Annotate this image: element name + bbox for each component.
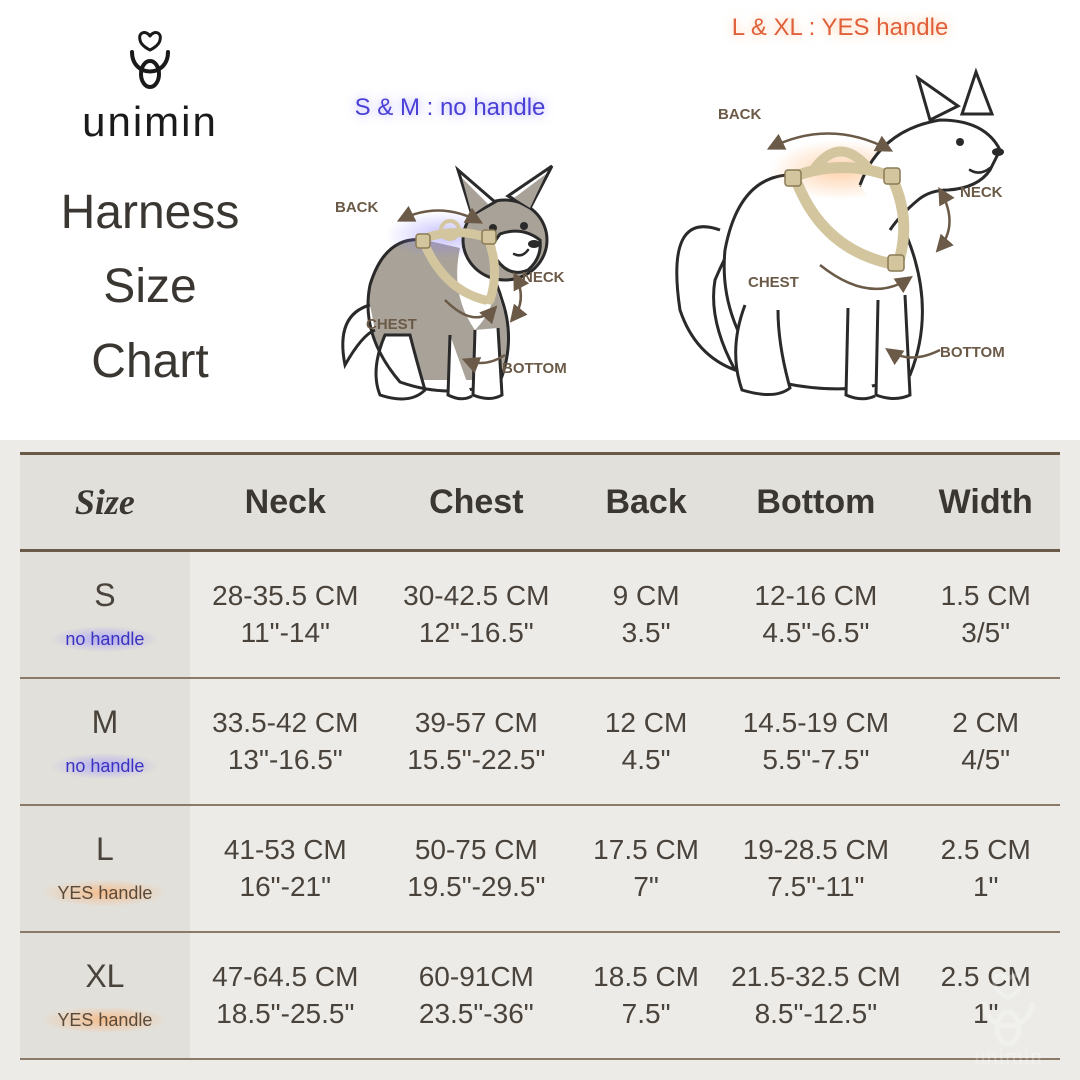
title-line-2: Size	[61, 250, 240, 324]
cell-size: XL YES handle	[20, 932, 190, 1059]
col-chest: Chest	[381, 454, 572, 551]
brand-logo	[110, 30, 190, 100]
label-neck-2: NECK	[960, 184, 1003, 201]
label-chest: CHEST	[366, 316, 417, 333]
title-line-1: Harness	[61, 176, 240, 250]
small-dog-diagram: S & M : no handle	[270, 94, 630, 430]
header-section: unimin Harness Size Chart S & M : no han…	[0, 0, 1080, 440]
title-line-3: Chart	[61, 325, 240, 399]
cell-back: 12 CM4.5"	[572, 678, 721, 805]
cell-bottom: 14.5-19 CM5.5"-7.5"	[720, 678, 911, 805]
handle-note: no handle	[51, 626, 158, 652]
cell-size: L YES handle	[20, 805, 190, 932]
size-chart-table: Size Neck Chest Back Bottom Width Sno ha…	[20, 452, 1060, 1060]
table-row: Mno handle33.5-42 CM13"-16.5"39-57 CM15.…	[20, 678, 1060, 805]
cell-width: 2 CM4/5"	[911, 678, 1060, 805]
label-chest-2: CHEST	[748, 274, 799, 291]
col-back: Back	[572, 454, 721, 551]
cell-width: 1.5 CM3/5"	[911, 551, 1060, 678]
cell-width: 2.5 CM1"	[911, 805, 1060, 932]
cell-back: 18.5 CM7.5"	[572, 932, 721, 1059]
cell-neck: 33.5-42 CM13"-16.5"	[190, 678, 381, 805]
label-back-2: BACK	[718, 106, 761, 123]
logo-icon	[110, 30, 190, 100]
col-neck: Neck	[190, 454, 381, 551]
table-row: XL YES handle 47-64.5 CM18.5"-25.5"60-91CM…	[20, 932, 1060, 1059]
handle-note: no handle	[51, 753, 158, 779]
size-letter: M	[24, 701, 186, 744]
cell-chest: 50-75 CM19.5"-29.5"	[381, 805, 572, 932]
cell-bottom: 19-28.5 CM7.5"-11"	[720, 805, 911, 932]
label-back: BACK	[335, 199, 378, 216]
size-letter: L	[24, 828, 186, 871]
cell-bottom: 21.5-32.5 CM8.5"-12.5"	[720, 932, 911, 1059]
small-dog-caption: S & M : no handle	[270, 94, 630, 122]
brand-name: unimin	[82, 98, 218, 146]
handle-note: YES handle	[43, 880, 166, 906]
page-title: Harness Size Chart	[61, 176, 240, 399]
large-dog-icon	[640, 50, 1040, 430]
cell-chest: 39-57 CM15.5"-22.5"	[381, 678, 572, 805]
cell-size: Sno handle	[20, 551, 190, 678]
table-row: Sno handle28-35.5 CM11"-14"30-42.5 CM12"…	[20, 551, 1060, 678]
col-width: Width	[911, 454, 1060, 551]
handle-note: YES handle	[43, 1007, 166, 1033]
large-dog-caption: L & XL : YES handle	[630, 14, 1050, 42]
cell-neck: 47-64.5 CM18.5"-25.5"	[190, 932, 381, 1059]
size-letter: XL	[24, 955, 186, 998]
cell-size: Mno handle	[20, 678, 190, 805]
diagram-area: S & M : no handle	[270, 20, 1050, 440]
label-bottom-2: BOTTOM	[940, 344, 1005, 361]
cell-chest: 30-42.5 CM12"-16.5"	[381, 551, 572, 678]
table-row: L YES handle 41-53 CM16"-21"50-75 CM19.5"-…	[20, 805, 1060, 932]
brand-title-column: unimin Harness Size Chart	[30, 20, 270, 440]
table-body: Sno handle28-35.5 CM11"-14"30-42.5 CM12"…	[20, 551, 1060, 1059]
size-letter: S	[24, 574, 186, 617]
cell-neck: 28-35.5 CM11"-14"	[190, 551, 381, 678]
label-neck: NECK	[522, 269, 565, 286]
size-chart-table-zone: Size Neck Chest Back Bottom Width Sno ha…	[0, 440, 1080, 1080]
cell-back: 17.5 CM7"	[572, 805, 721, 932]
cell-neck: 41-53 CM16"-21"	[190, 805, 381, 932]
table-header-row: Size Neck Chest Back Bottom Width	[20, 454, 1060, 551]
col-bottom: Bottom	[720, 454, 911, 551]
cell-back: 9 CM3.5"	[572, 551, 721, 678]
large-dog-diagram: L & XL : YES handle	[630, 14, 1050, 430]
label-bottom: BOTTOM	[502, 360, 567, 377]
col-size: Size	[20, 454, 190, 551]
cell-width: 2.5 CM1"	[911, 932, 1060, 1059]
cell-chest: 60-91CM23.5"-36"	[381, 932, 572, 1059]
cell-bottom: 12-16 CM4.5"-6.5"	[720, 551, 911, 678]
